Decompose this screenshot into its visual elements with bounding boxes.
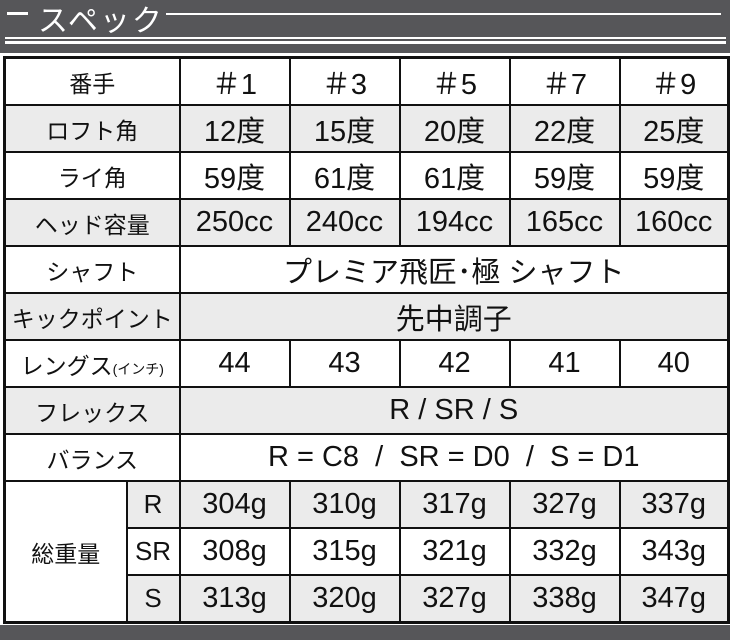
cell-weight-r-9: 337g (618, 480, 730, 529)
row-label: ロフト角 (3, 104, 181, 153)
cell-loft-1: 12度 (178, 104, 291, 153)
cell-weight-r-1: 304g (178, 480, 291, 529)
cell-weight-s-1: 313g (178, 574, 291, 624)
spec-row-loft-angle: ロフト角 12度 15度 20度 22度 25度 (3, 104, 730, 153)
spec-row-flex: フレックス R / SR / S (3, 386, 730, 435)
cell-loft-7: 22度 (508, 104, 621, 153)
weight-flex-r: R (125, 480, 181, 529)
row-label: ヘッド容量 (3, 198, 181, 247)
spec-row-weight-sr: SR 308g 315g 321g 332g 343g (5, 527, 730, 576)
cell-lie-7: 59度 (508, 151, 621, 200)
cell-length-9: 40 (618, 339, 730, 388)
cell-loft-5: 20度 (398, 104, 511, 153)
cell-weight-r-7: 327g (508, 480, 621, 529)
cell-volume-9: 160cc (618, 198, 730, 247)
cell-club-3: ＃3 (288, 56, 401, 106)
spec-row-weight-s: S 313g 320g 327g 338g 347g (5, 574, 730, 624)
cell-kickpoint-merged: 先中調子 (178, 292, 730, 341)
cell-loft-9: 25度 (618, 104, 730, 153)
row-label: 番手 (3, 56, 181, 106)
cell-volume-3: 240cc (288, 198, 401, 247)
spec-row-lie-angle: ライ角 59度 61度 61度 59度 59度 (3, 151, 730, 200)
cell-length-3: 43 (288, 339, 401, 388)
cell-weight-sr-3: 315g (288, 527, 401, 576)
spec-row-length: レングス(インチ) 44 43 42 41 40 (3, 339, 730, 388)
cell-length-7: 41 (508, 339, 621, 388)
banner-rule-line (166, 13, 721, 15)
cell-length-1: 44 (178, 339, 291, 388)
row-label: フレックス (3, 386, 181, 435)
banner-underline-top (5, 37, 726, 39)
cell-weight-s-9: 347g (618, 574, 730, 624)
cell-volume-7: 165cc (508, 198, 621, 247)
cell-club-1: ＃1 (178, 56, 291, 106)
row-label-main: レングス (20, 352, 113, 379)
cell-weight-s-3: 320g (288, 574, 401, 624)
cell-weight-r-5: 317g (398, 480, 511, 529)
spec-row-kick-point: キックポイント 先中調子 (3, 292, 730, 341)
cell-lie-5: 61度 (398, 151, 511, 200)
spec-row-shaft: シャフト プレミア飛匠･極 シャフト (3, 245, 730, 294)
row-label: シャフト (3, 245, 181, 294)
footer-divider-bar (0, 625, 730, 640)
spec-row-head-volume: ヘッド容量 250cc 240cc 194cc 165cc 160cc (3, 198, 730, 247)
page-title: スペック (38, 5, 164, 38)
spec-row-weight-r: 総重量 R 304g 310g 317g 327g 337g (3, 480, 730, 624)
weight-flex-sr: SR (125, 527, 181, 576)
cell-length-5: 42 (398, 339, 511, 388)
cell-club-5: ＃5 (398, 56, 511, 106)
spec-table: 番手 ＃1 ＃3 ＃5 ＃7 ＃9 ロフト角 12度 15度 20度 22度 2… (3, 56, 730, 624)
cell-lie-9: 59度 (618, 151, 730, 200)
cell-balance-merged: R = C8 / SR = D0 / S = D1 (178, 433, 730, 482)
weight-flex-s: S (125, 574, 181, 624)
weight-section-label: 総重量 (3, 480, 128, 624)
row-label: レングス(インチ) (3, 339, 181, 388)
spec-row-club-number: 番手 ＃1 ＃3 ＃5 ＃7 ＃9 (3, 56, 730, 106)
cell-shaft-merged: プレミア飛匠･極 シャフト (178, 245, 730, 294)
spec-row-balance: バランス R = C8 / SR = D0 / S = D1 (3, 433, 730, 482)
banner-dash-line (7, 12, 28, 15)
cell-lie-1: 59度 (178, 151, 291, 200)
cell-loft-3: 15度 (288, 104, 401, 153)
banner-underline-bottom (5, 41, 726, 44)
cell-club-9: ＃9 (618, 56, 730, 106)
cell-weight-sr-7: 332g (508, 527, 621, 576)
cell-weight-sr-9: 343g (618, 527, 730, 576)
cell-weight-sr-1: 308g (178, 527, 291, 576)
cell-weight-s-5: 327g (398, 574, 511, 624)
row-label-unit: (インチ) (112, 360, 164, 377)
cell-volume-1: 250cc (178, 198, 291, 247)
cell-volume-5: 194cc (398, 198, 511, 247)
cell-weight-s-7: 338g (508, 574, 621, 624)
cell-weight-sr-5: 321g (398, 527, 511, 576)
row-label: ライ角 (3, 151, 181, 200)
row-label: キックポイント (3, 292, 181, 341)
cell-lie-3: 61度 (288, 151, 401, 200)
cell-flex-merged: R / SR / S (178, 386, 730, 435)
cell-weight-r-3: 310g (288, 480, 401, 529)
cell-club-7: ＃7 (508, 56, 621, 106)
section-header-banner: スペック (0, 0, 730, 53)
row-label: バランス (3, 433, 181, 482)
